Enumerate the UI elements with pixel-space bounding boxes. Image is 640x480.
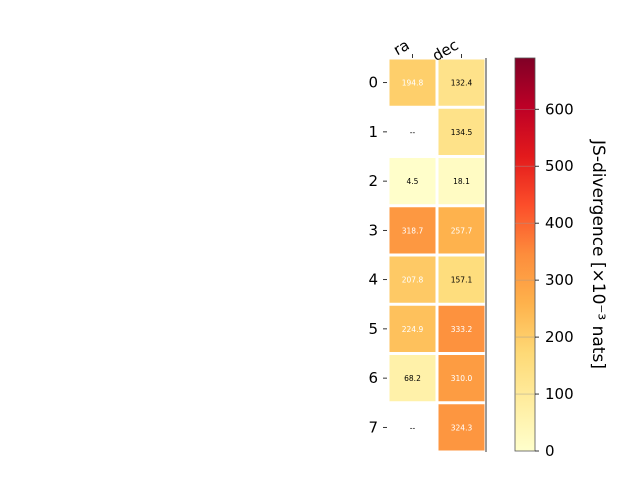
- row-label: 5: [368, 320, 378, 338]
- heatmap-cell: [438, 256, 485, 303]
- colorbar-tick-label: 100: [545, 385, 574, 403]
- cell-value-label: --: [410, 423, 416, 432]
- cell-value-label: 4.5: [407, 177, 419, 186]
- cell-value-label: 318.7: [402, 226, 424, 235]
- colorbar-tick-label: 500: [545, 157, 574, 175]
- heatmap-cell: [438, 355, 485, 402]
- cell-value-label: 157.1: [451, 276, 473, 285]
- row-label: 4: [368, 271, 378, 289]
- heatmap-cell: [438, 108, 485, 155]
- cell-value-label: 333.2: [451, 325, 473, 334]
- heatmap-cell: [389, 256, 436, 303]
- heatmap-cell: [438, 59, 485, 106]
- heatmap-cell: [438, 207, 485, 254]
- row-label: 3: [368, 221, 378, 239]
- colorbar: 0 100 200 300 400 500 600 JS-divergence [×10⁻³ …: [514, 57, 608, 460]
- colorbar-label: JS-divergence [×10⁻³ nats]: [588, 139, 608, 369]
- heatmap-cell: [438, 305, 485, 352]
- cell-value-label: 132.4: [451, 79, 473, 88]
- column-label: ra: [390, 36, 412, 59]
- colorbar-tick-label: 600: [545, 100, 574, 118]
- cell-value-label: 324.3: [451, 423, 473, 432]
- cell-value-label: --: [410, 128, 416, 137]
- row-label: 6: [368, 369, 378, 387]
- cell-value-label: 207.8: [402, 276, 424, 285]
- cell-value-label: 310.0: [451, 374, 473, 383]
- cell-value-label: 68.2: [404, 374, 421, 383]
- colorbar-tick-label: 200: [545, 328, 574, 346]
- cell-value-label: 18.1: [453, 177, 470, 186]
- colorbar-tick-label: 300: [545, 271, 574, 289]
- cell-value-label: 194.8: [402, 79, 424, 88]
- heatmap-cell: [389, 305, 436, 352]
- heatmap-cell: [389, 355, 436, 402]
- row-label: 1: [368, 123, 378, 141]
- row-label: 0: [368, 74, 378, 92]
- heatmap-cell: [438, 404, 485, 451]
- cell-value-label: 224.9: [402, 325, 424, 334]
- cell-value-label: 134.5: [451, 128, 473, 137]
- row-label: 7: [368, 418, 378, 436]
- row-label: 2: [368, 172, 378, 190]
- heatmap-cell: [389, 207, 436, 254]
- colorbar-gradient: [514, 57, 536, 452]
- cell-value-label: 257.7: [451, 226, 473, 235]
- heatmap-cell: [389, 158, 436, 205]
- heatmap-cell: [389, 59, 436, 106]
- colorbar-tick-label: 400: [545, 214, 574, 232]
- heatmap-cell: [438, 158, 485, 205]
- colorbar-tick-label: 0: [545, 442, 555, 460]
